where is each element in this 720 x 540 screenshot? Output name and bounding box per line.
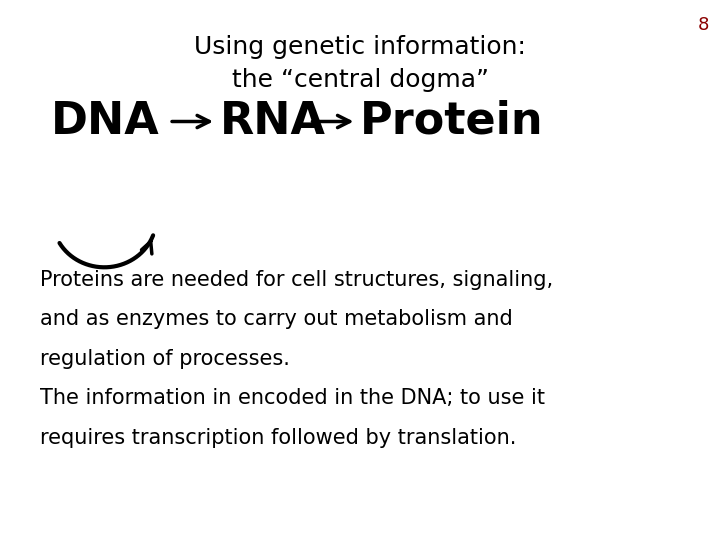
Text: Protein: Protein: [360, 100, 544, 143]
Text: Proteins are needed for cell structures, signaling,: Proteins are needed for cell structures,…: [40, 270, 553, 290]
Text: DNA: DNA: [50, 100, 159, 143]
Text: requires transcription followed by translation.: requires transcription followed by trans…: [40, 428, 516, 448]
Text: regulation of processes.: regulation of processes.: [40, 349, 289, 369]
Text: The information in encoded in the DNA; to use it: The information in encoded in the DNA; t…: [40, 388, 544, 408]
Text: Using genetic information:: Using genetic information:: [194, 35, 526, 59]
Text: the “central dogma”: the “central dogma”: [232, 68, 488, 91]
Text: and as enzymes to carry out metabolism and: and as enzymes to carry out metabolism a…: [40, 309, 513, 329]
Text: RNA: RNA: [220, 100, 325, 143]
Text: 8: 8: [698, 16, 709, 34]
